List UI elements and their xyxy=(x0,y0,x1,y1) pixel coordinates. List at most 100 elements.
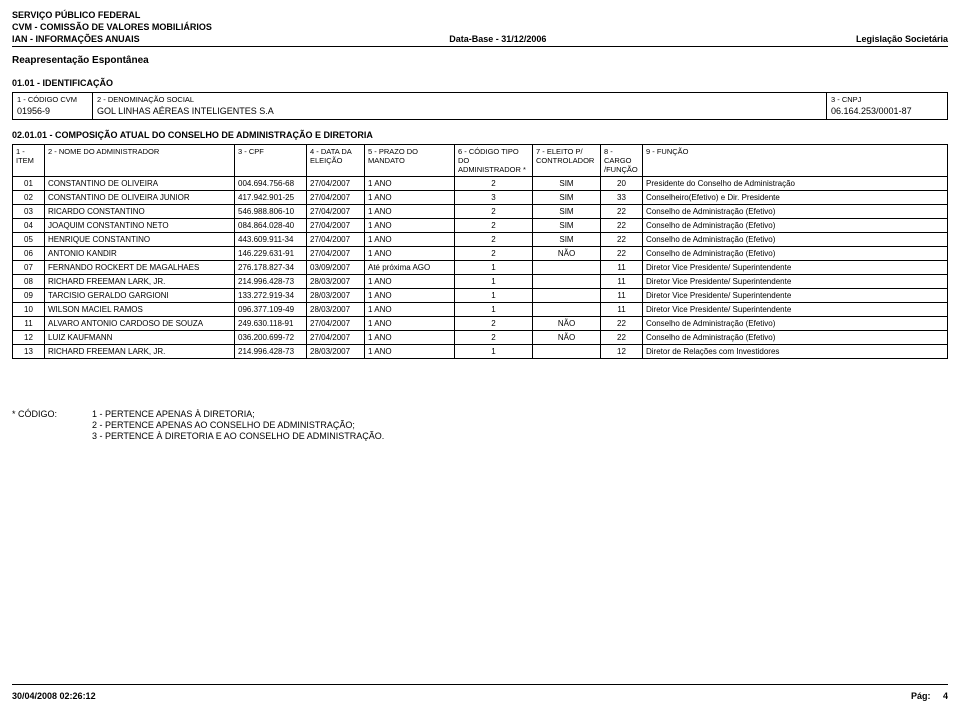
cnpj-cell: 3 - CNPJ 06.164.253/0001-87 xyxy=(827,93,947,119)
cell-cpf: 084.864.028-40 xyxy=(235,219,307,233)
table-row: 05HENRIQUE CONSTANTINO443.609.911-3427/0… xyxy=(13,233,948,247)
table-row: 12LUIZ KAUFMANN036.200.699-7227/04/20071… xyxy=(13,331,948,345)
cell-eleito: SIM xyxy=(533,191,601,205)
cell-item: 05 xyxy=(13,233,45,247)
footer-timestamp: 30/04/2008 02:26:12 xyxy=(12,691,96,701)
th-eleito: 7 - ELEITO P/ CONTROLADOR xyxy=(533,145,601,177)
cell-cpf: 133.272.919-34 xyxy=(235,289,307,303)
cell-item: 01 xyxy=(13,177,45,191)
cell-prazo: 1 ANO xyxy=(365,331,455,345)
th-cargo: 8 - CARGO /FUNÇÃO xyxy=(601,145,643,177)
cell-func: Diretor de Relações com Investidores xyxy=(643,345,948,359)
cell-cargo: 22 xyxy=(601,331,643,345)
cell-item: 03 xyxy=(13,205,45,219)
cell-func: Conselho de Administração (Efetivo) xyxy=(643,317,948,331)
cell-eleito: NÃO xyxy=(533,317,601,331)
identification-box: 1 - CÓDIGO CVM 01956-9 2 - DENOMINAÇÃO S… xyxy=(12,92,948,120)
header-line-1: SERVIÇO PÚBLICO FEDERAL xyxy=(12,10,948,22)
cell-cpf: 214.996.428-73 xyxy=(235,345,307,359)
cell-data: 03/09/2007 xyxy=(307,261,365,275)
cell-data: 27/04/2007 xyxy=(307,233,365,247)
cell-item: 12 xyxy=(13,331,45,345)
cell-cpf: 276.178.827-34 xyxy=(235,261,307,275)
cell-prazo: 1 ANO xyxy=(365,191,455,205)
table-row: 04JOAQUIM CONSTANTINO NETO084.864.028-40… xyxy=(13,219,948,233)
cell-item: 04 xyxy=(13,219,45,233)
cell-data: 28/03/2007 xyxy=(307,303,365,317)
footer-rule xyxy=(12,684,948,685)
cell-nome: RICHARD FREEMAN LARK, JR. xyxy=(45,345,235,359)
cell-cargo: 11 xyxy=(601,261,643,275)
cell-tipo: 2 xyxy=(455,205,533,219)
cell-tipo: 2 xyxy=(455,233,533,247)
cell-cpf: 546.988.806-10 xyxy=(235,205,307,219)
cell-item: 08 xyxy=(13,275,45,289)
cell-func: Conselheiro(Efetivo) e Dir. Presidente xyxy=(643,191,948,205)
cell-tipo: 2 xyxy=(455,317,533,331)
reapresentacao-label: Reapresentação Espontânea xyxy=(12,55,948,66)
cell-prazo: 1 ANO xyxy=(365,275,455,289)
cell-nome: LUIZ KAUFMANN xyxy=(45,331,235,345)
cell-eleito xyxy=(533,261,601,275)
cell-func: Conselho de Administração (Efetivo) xyxy=(643,219,948,233)
cell-nome: WILSON MACIEL RAMOS xyxy=(45,303,235,317)
table-row: 06ANTONIO KANDIR146.229.631-9127/04/2007… xyxy=(13,247,948,261)
cnpj-value: 06.164.253/0001-87 xyxy=(831,106,943,116)
cell-nome: RICARDO CONSTANTINO xyxy=(45,205,235,219)
header-left: IAN - INFORMAÇÕES ANUAIS xyxy=(12,34,140,44)
cell-nome: CONSTANTINO DE OLIVEIRA xyxy=(45,177,235,191)
footer-page-number: 4 xyxy=(943,691,948,701)
cell-cargo: 22 xyxy=(601,205,643,219)
page-footer: 30/04/2008 02:26:12 Pág: 4 xyxy=(12,691,948,701)
cell-prazo: 1 ANO xyxy=(365,219,455,233)
cell-item: 02 xyxy=(13,191,45,205)
table-row: 01CONSTANTINO DE OLIVEIRA004.694.756-68 2… xyxy=(13,177,948,191)
codigo-cvm-cell: 1 - CÓDIGO CVM 01956-9 xyxy=(13,93,93,119)
cell-prazo: 1 ANO xyxy=(365,345,455,359)
table-row: 02CONSTANTINO DE OLIVEIRA JUNIOR417.942.… xyxy=(13,191,948,205)
cell-tipo: 1 xyxy=(455,289,533,303)
admin-table: 1 - ITEM 2 - NOME DO ADMINISTRADOR 3 - C… xyxy=(12,144,948,359)
cell-item: 11 xyxy=(13,317,45,331)
cell-eleito xyxy=(533,303,601,317)
cell-prazo: 1 ANO xyxy=(365,205,455,219)
cell-eleito: SIM xyxy=(533,205,601,219)
cell-data: 27/04/2007 xyxy=(307,331,365,345)
cell-cargo: 11 xyxy=(601,275,643,289)
cell-cargo: 20 xyxy=(601,177,643,191)
cell-data: 28/03/2007 xyxy=(307,275,365,289)
codigo-cvm-label: 1 - CÓDIGO CVM xyxy=(17,95,88,104)
cnpj-label: 3 - CNPJ xyxy=(831,95,943,104)
cell-cpf: 214.996.428-73 xyxy=(235,275,307,289)
codigo-note: * CÓDIGO: 1 - PERTENCE APENAS À DIRETORI… xyxy=(12,409,948,441)
cell-eleito: SIM xyxy=(533,233,601,247)
cell-tipo: 2 xyxy=(455,219,533,233)
th-item: 1 - ITEM xyxy=(13,145,45,177)
th-prazo: 5 - PRAZO DO MANDATO xyxy=(365,145,455,177)
cell-item: 13 xyxy=(13,345,45,359)
cell-func: Diretor Vice Presidente/ Superintendente xyxy=(643,303,948,317)
codigo-note-label: * CÓDIGO: xyxy=(12,409,92,419)
denominacao-value: GOL LINHAS AÉREAS INTELIGENTES S.A xyxy=(97,106,822,116)
cell-data: 27/04/2007 xyxy=(307,219,365,233)
cell-cpf: 004.694.756-68 xyxy=(235,177,307,191)
cell-func: Conselho de Administração (Efetivo) xyxy=(643,247,948,261)
cell-cargo: 11 xyxy=(601,289,643,303)
cell-tipo: 1 xyxy=(455,345,533,359)
table-row: 09TARCISIO GERALDO GARGIONI133.272.919-3… xyxy=(13,289,948,303)
cell-nome: HENRIQUE CONSTANTINO xyxy=(45,233,235,247)
table-row: 08RICHARD FREEMAN LARK, JR.214.996.428-7… xyxy=(13,275,948,289)
th-tipo: 6 - CÓDIGO TIPO DO ADMINISTRADOR * xyxy=(455,145,533,177)
cell-data: 27/04/2007 xyxy=(307,191,365,205)
table-row: 03RICARDO CONSTANTINO546.988.806-1027/04… xyxy=(13,205,948,219)
codigo-note-line-3: 3 - PERTENCE À DIRETORIA E AO CONSELHO D… xyxy=(92,431,384,441)
cell-func: Conselho de Administração (Efetivo) xyxy=(643,205,948,219)
header-center: Data-Base - 31/12/2006 xyxy=(449,34,546,44)
cell-cpf: 443.609.911-34 xyxy=(235,233,307,247)
cell-tipo: 2 xyxy=(455,177,533,191)
cell-func: Diretor Vice Presidente/ Superintendente xyxy=(643,289,948,303)
page-header: SERVIÇO PÚBLICO FEDERAL CVM - COMISSÃO D… xyxy=(12,10,948,47)
cell-eleito: NÃO xyxy=(533,247,601,261)
cell-data: 27/04/2007 xyxy=(307,205,365,219)
denominacao-cell: 2 - DENOMINAÇÃO SOCIAL GOL LINHAS AÉREAS… xyxy=(93,93,827,119)
